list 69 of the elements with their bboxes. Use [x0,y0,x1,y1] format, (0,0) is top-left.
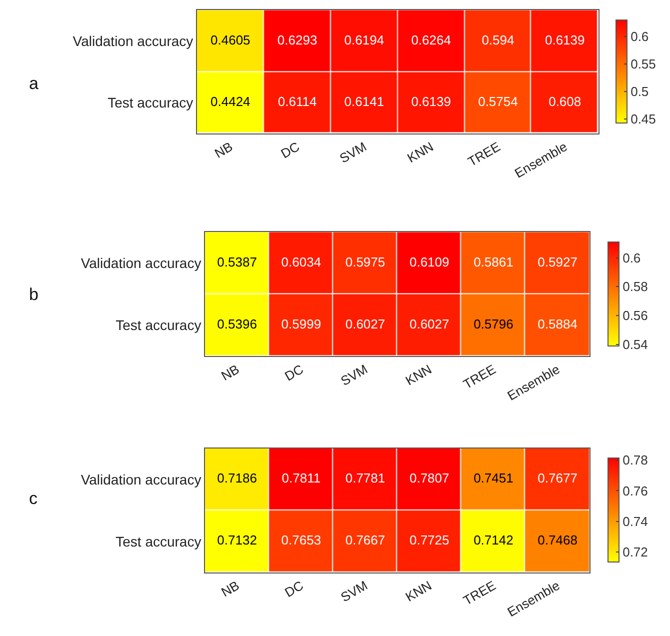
color-bar-label: 0.6 [622,250,641,266]
color-bar-label: 0.76 [622,483,648,498]
color-bar-label: 0.5 [630,84,649,100]
data-label: 0.7132 [217,532,257,548]
color-bar-label: 0.78 [622,452,648,468]
color-bar-label: 0.74 [622,514,648,529]
data-label: 0.5754 [478,94,518,109]
color-bar-label: 0.72 [622,544,648,560]
x-tick-label: NB [218,361,242,384]
data-label: 0.7186 [217,470,257,486]
data-label: 0.6027 [409,316,450,332]
data-label: 0.6109 [409,254,450,270]
color-bar-label: 0.45 [630,112,656,127]
y-tick-label: Test accuracy [116,533,202,550]
color-bar-label: 0.6 [630,29,649,44]
data-label: 0.6114 [278,94,317,109]
data-label: 0.5387 [217,254,257,270]
text: a [29,74,39,93]
data-label: 0.6027 [345,316,386,332]
data-label: 0.5796 [474,316,514,332]
data-label: 0.594 [482,32,514,48]
color-bar-label: 0.56 [622,308,648,324]
data-label: 0.7677 [538,470,578,486]
data-label: 0.6293 [277,32,318,48]
data-label: 0.5861 [474,254,514,270]
data-label: 0.7468 [538,532,578,548]
data-label: 0.5884 [538,316,578,332]
y-tick-label: Validation accuracy [72,32,194,49]
data-label: 0.5396 [217,316,257,332]
y-tick-label: Validation accuracy [80,471,202,488]
x-tick-label: SVM [338,361,370,389]
data-label: 0.7667 [345,532,386,548]
x-tick-label: KNN [402,578,434,604]
text: b [29,285,38,304]
data-label: 0.6139 [544,32,585,48]
y-tick-label: Test accuracy [116,317,202,334]
data-label: 0.6141 [344,94,384,109]
x-tick-label: KNN [402,361,434,388]
x-tick-label: NB [218,578,242,600]
data-label: 0.7807 [409,470,450,486]
data-label: 0.6034 [281,254,322,270]
data-label: 0.6194 [344,32,384,48]
data-label: 0.7781 [345,470,386,486]
color-bar-label: 0.55 [630,56,656,72]
data-label: 0.7811 [282,470,321,486]
data-label: 0.7142 [474,532,514,548]
text: c [29,489,38,508]
y-tick-label: Validation accuracy [80,255,202,272]
x-tick-label: DC [282,578,306,600]
x-tick-label: KNN [404,138,436,166]
data-label: 0.6264 [411,32,451,48]
x-tick-label: NB [212,138,236,161]
x-tick-label: SVM [337,138,369,166]
data-label: 0.6139 [411,94,451,109]
data-label: 0.5927 [538,254,578,270]
data-label: 0.4424 [210,94,250,109]
x-tick-label: SVM [338,578,370,605]
data-label: 0.4605 [210,32,250,48]
data-label: 0.5999 [281,316,322,332]
data-label: 0.7725 [409,532,450,548]
x-tick-label: DC [278,138,302,162]
y-tick-label: Test accuracy [108,94,194,111]
data-label: 0.7653 [281,532,322,548]
data-label: 0.7451 [474,470,514,486]
color-bar-label: 0.58 [622,279,648,294]
color-bar-label: 0.54 [622,336,648,352]
x-tick-label: DC [282,361,306,384]
data-label: 0.5975 [345,254,386,270]
data-label: 0.608 [548,94,582,109]
